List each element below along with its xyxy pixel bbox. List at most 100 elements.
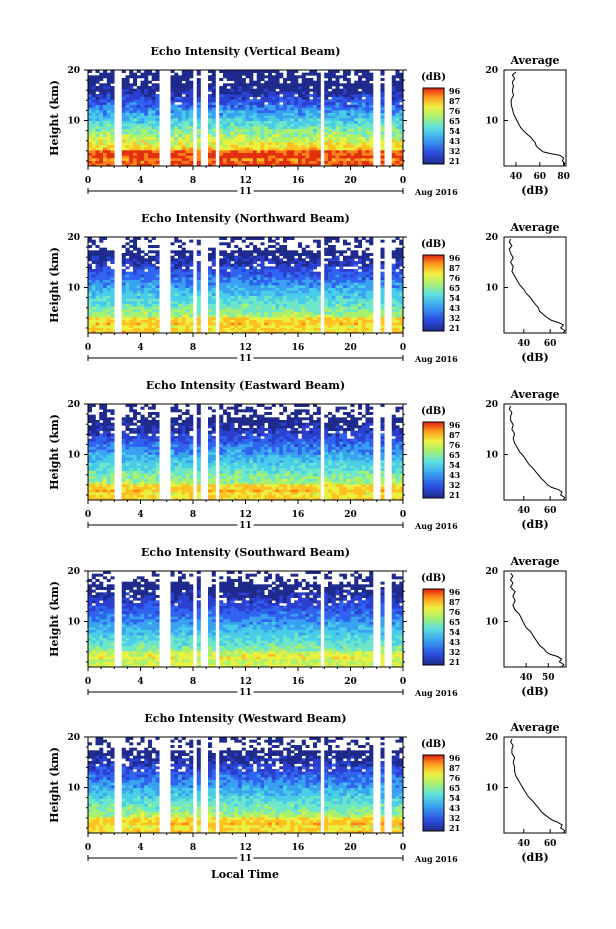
heatmap-cell [271,83,276,87]
heatmap-cell [309,263,314,267]
heatmap-cell [361,261,366,264]
heatmap-cell [298,126,303,129]
heatmap-cell [241,319,246,323]
date-label: Aug 2016 [414,187,458,197]
heatmap-cell [264,152,269,156]
heatmap-cell [125,131,130,135]
heatmap-cell [369,83,374,87]
heatmap-cell [331,261,336,264]
heatmap-cell [144,285,149,288]
heatmap-cell [103,295,108,299]
heatmap-cell [103,118,108,121]
heatmap-cell [95,489,100,493]
average-title: Average [509,221,559,234]
heatmap-cell [253,104,258,108]
heatmap-cell [230,325,235,328]
heatmap-cell [391,271,396,275]
heatmap-cell [305,118,310,121]
heatmap-cell [395,70,400,73]
heatmap-cell [365,128,370,132]
heatmap-cell [316,91,321,95]
heatmap-cell [294,118,299,121]
heatmap-cell [301,115,306,119]
heatmap-cell [140,261,145,264]
heatmap-cell [305,144,310,148]
heatmap-cell [271,120,276,124]
heatmap-cell [309,277,314,280]
heatmap-cell [256,134,261,137]
heatmap-cell [343,147,348,151]
heatmap-cell [365,102,370,105]
heatmap-cell [91,314,96,318]
heatmap-cell [369,295,374,299]
heatmap-cell [271,279,276,283]
heatmap-cell [361,282,366,286]
heatmap-cell [129,317,134,320]
heatmap-cell [226,112,231,116]
heatmap-cell [140,290,145,294]
heatmap-cell [99,123,104,127]
heatmap-cell [219,123,224,127]
heatmap-cell [148,107,153,111]
heatmap-cell [178,317,183,320]
heatmap-cell [88,298,93,302]
heatmap-cell [305,314,310,318]
heatmap-cell [151,263,156,267]
heatmap-cell [309,142,314,145]
heatmap-cell [343,86,348,89]
heatmap-cell [335,317,340,320]
heatmap-cell [354,118,359,121]
heatmap-cell [279,155,284,159]
heatmap-cell [155,303,160,307]
heatmap-cell [136,266,141,270]
heatmap-cell [279,152,284,156]
heatmap-cell [140,158,145,161]
heatmap-cell [256,152,261,156]
heatmap-cell [343,279,348,283]
heatmap-cell [358,245,363,248]
heatmap-cell [369,112,374,116]
heatmap-cell [369,123,374,127]
heatmap-cell [268,293,273,296]
heatmap-cell [283,239,288,243]
heatmap-cell [103,433,108,437]
heatmap-cell [294,319,299,323]
heatmap-cell [241,96,246,100]
heatmap-cell [110,136,115,140]
x-tick-label: 4 [137,343,143,353]
heatmap-cell [121,88,126,92]
heatmap-cell [245,115,250,119]
heatmap-cell [301,322,306,326]
heatmap-cell [298,287,303,291]
heatmap-cell [369,99,374,103]
heatmap-cell [155,134,160,137]
heatmap-cell [133,136,138,140]
heatmap-cell [238,94,243,97]
heatmap-cell [103,452,108,455]
heatmap-cell [369,293,374,296]
heatmap-cell [335,147,340,151]
heatmap-cell [361,136,366,140]
heatmap-cell [260,298,265,302]
heatmap-cell [88,160,93,164]
heatmap-cell [275,128,280,132]
heatmap-cell [170,104,175,108]
heatmap-cell [110,91,115,95]
heatmap-cell [335,70,340,73]
heatmap-cell [399,75,404,79]
heatmap-cell [264,303,269,307]
heatmap-cell [208,293,213,296]
heatmap-cell [253,258,258,262]
heatmap-cell [264,319,269,323]
heatmap-cell [298,269,303,272]
heatmap-cell [391,314,396,318]
heatmap-cell [271,139,276,143]
heatmap-cell [369,131,374,135]
heatmap-cell [256,287,261,291]
heatmap-cell [178,309,183,312]
heatmap-cell [335,163,340,167]
heatmap-cell [99,91,104,95]
heatmap-cell [268,155,273,159]
heatmap-cell [309,269,314,272]
